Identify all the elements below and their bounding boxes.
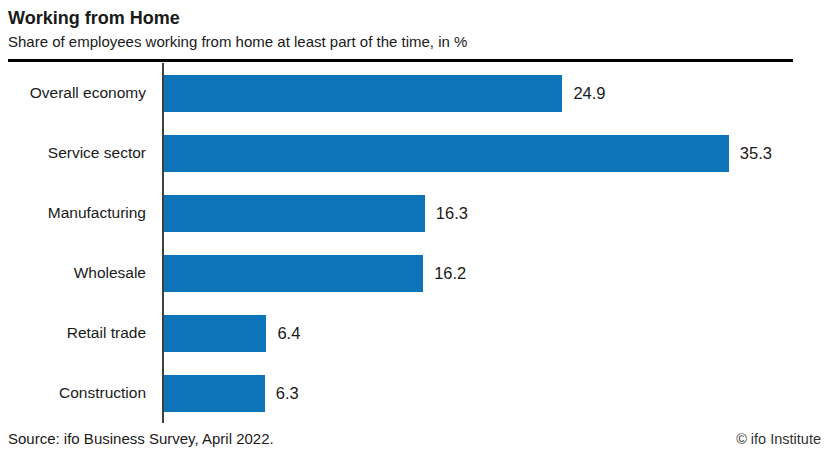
- bar-area: 16.2: [162, 243, 826, 303]
- chart-row: Retail trade 6.4: [0, 303, 826, 363]
- category-label: Overall economy: [0, 84, 162, 102]
- bar: [164, 255, 423, 292]
- chart-page: Working from Home Share of employees wor…: [0, 0, 826, 450]
- value-label: 16.3: [436, 204, 468, 223]
- value-label: 6.4: [277, 324, 300, 343]
- chart-footer: Source: ifo Business Survey, April 2022.…: [8, 423, 821, 450]
- bar-area: 35.3: [162, 123, 826, 183]
- source-note: Source: ifo Business Survey, April 2022.: [8, 430, 274, 447]
- bar-chart: Overall economy 24.9 Service sector 35.3 Man…: [0, 63, 826, 423]
- category-label: Wholesale: [0, 264, 162, 282]
- chart-row: Manufacturing 16.3: [0, 183, 826, 243]
- chart-row: Overall economy 24.9: [0, 63, 826, 123]
- category-label: Retail trade: [0, 324, 162, 342]
- category-label: Service sector: [0, 144, 162, 162]
- chart-row: Service sector 35.3: [0, 123, 826, 183]
- category-label: Manufacturing: [0, 204, 162, 222]
- bar: [164, 195, 425, 232]
- bar-area: 6.4: [162, 303, 826, 363]
- bar: [164, 135, 729, 172]
- value-label: 24.9: [573, 84, 605, 103]
- chart-subtitle: Share of employees working from home at …: [8, 32, 826, 52]
- copyright-note: © ifo Institute: [736, 431, 821, 447]
- bar: [164, 375, 265, 412]
- chart-row: Construction 6.3: [0, 363, 826, 423]
- bar-area: 16.3: [162, 183, 826, 243]
- value-label: 6.3: [276, 384, 299, 403]
- bar-area: 24.9: [162, 63, 826, 123]
- bar: [164, 315, 266, 352]
- value-label: 35.3: [740, 144, 772, 163]
- bar: [164, 75, 562, 112]
- chart-row: Wholesale 16.2: [0, 243, 826, 303]
- bar-area: 6.3: [162, 363, 826, 423]
- category-label: Construction: [0, 384, 162, 402]
- chart-header: Working from Home Share of employees wor…: [0, 0, 826, 52]
- header-rule: [8, 59, 793, 62]
- value-label: 16.2: [434, 264, 466, 283]
- chart-title: Working from Home: [8, 6, 826, 30]
